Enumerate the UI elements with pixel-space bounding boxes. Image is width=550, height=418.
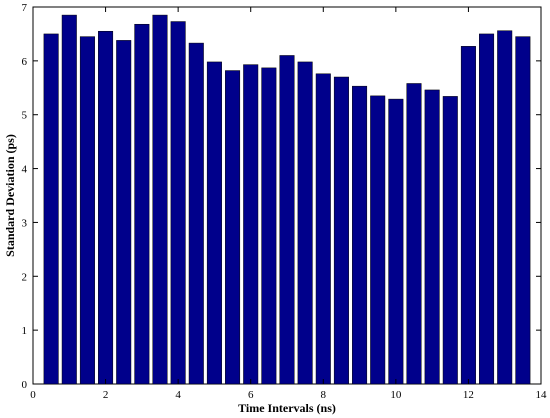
bar: [79, 36, 95, 385]
bar: [297, 61, 313, 385]
y-tick-label: 3: [22, 217, 28, 229]
x-tick-label: 12: [463, 389, 474, 401]
bar: [98, 30, 114, 385]
bars: [43, 14, 531, 385]
x-axis-label: Time Intervals (ns): [238, 401, 336, 415]
x-tick-label: 0: [30, 389, 36, 401]
x-tick-label: 14: [536, 389, 548, 401]
y-tick-label: 7: [22, 2, 28, 14]
y-tick-label: 4: [22, 164, 28, 176]
x-tick-label: 6: [248, 389, 254, 401]
bar: [188, 42, 204, 385]
bar: [442, 96, 458, 385]
bar: [116, 40, 132, 385]
y-tick-label: 2: [22, 271, 28, 283]
bar: [406, 83, 422, 385]
bar: [424, 89, 440, 385]
bar: [315, 73, 331, 385]
bar: [279, 55, 295, 385]
bar: [479, 33, 495, 385]
y-axis-label: Standard Deviation (ps): [3, 134, 17, 257]
bar: [206, 61, 222, 385]
bar: [170, 21, 186, 385]
bar: [388, 98, 404, 385]
bar: [352, 85, 368, 385]
bar: [43, 33, 59, 385]
x-tick-label: 2: [103, 389, 109, 401]
bar: [497, 30, 513, 385]
x-tick-label: 8: [321, 389, 327, 401]
bar: [333, 76, 349, 385]
bar: [370, 95, 386, 385]
y-tick-label: 5: [22, 110, 28, 122]
bar: [515, 36, 531, 385]
bar: [152, 14, 168, 385]
bar: [225, 70, 241, 385]
bar: [61, 14, 77, 385]
bar: [134, 23, 150, 385]
y-tick-label: 1: [22, 325, 28, 337]
x-tick-label: 4: [175, 389, 181, 401]
y-tick-label: 0: [22, 379, 28, 391]
bar: [460, 46, 476, 385]
y-tick-label: 6: [22, 56, 28, 68]
bar: [243, 64, 259, 385]
bar: [261, 67, 277, 385]
x-tick-label: 10: [390, 389, 402, 401]
axis-ticks: [32, 6, 542, 385]
